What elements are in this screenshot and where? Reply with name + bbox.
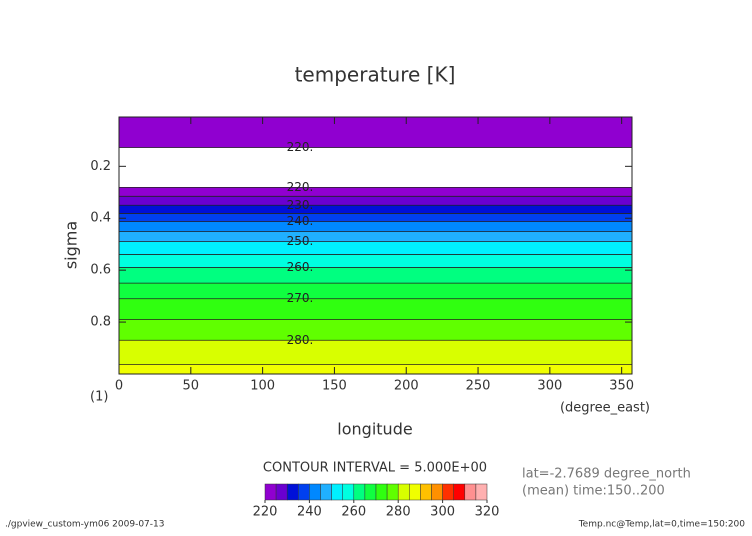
x-tick-label: 200 [394,379,419,394]
colorbar-cell [442,483,454,501]
x-axis-unit: (degree_east) [560,401,650,416]
y-tick-label: 0.8 [90,315,111,330]
colorbar-cell [286,483,299,501]
x-tick-label: 350 [609,379,634,394]
contour-band [119,267,632,284]
y-axis-label: sigma [62,221,81,269]
contour-label: 220. [287,140,314,154]
colorbar-cell [364,483,377,501]
contour-band [119,241,632,256]
footer-left: ./gpview_custom-ym06 2009-07-13 [5,520,165,530]
note: lat=-2.7689 degree_north [522,467,691,482]
colorbar-cell [409,483,421,501]
contour-band [119,221,632,233]
contour-label: 220. [287,180,314,194]
colorbar-tick-label: 320 [475,505,500,520]
colorbar-cell [475,483,488,501]
chart-title: temperature [K] [295,63,456,87]
contour-label: 250. [287,234,314,248]
contour-interval: CONTOUR INTERVAL = 5.000E+00 [263,461,487,476]
colorbar-cell [431,483,443,501]
contour-band [119,283,632,300]
contour-band [119,319,632,341]
contour-label: 260. [287,260,314,274]
colorbar-cell [331,483,343,501]
x-tick-label: 250 [466,379,491,394]
colorbar-cell [298,483,310,501]
colorbar-cell [375,483,388,501]
contour-fill [119,117,632,375]
contour-band [119,196,632,206]
colorbar-cell [309,483,321,501]
x-axis-label: longitude [337,420,412,439]
colorbar-cell [453,483,466,501]
colorbar-tick-label: 260 [341,505,366,520]
colorbar-cell [342,483,355,501]
x-tick-label: 300 [537,379,562,394]
plot-frame [118,116,633,375]
contour-band [119,340,632,365]
colorbar-cell [420,483,432,501]
contour-band [119,117,632,148]
contour-band [119,187,632,197]
x-tick-label: 50 [183,379,200,394]
contour-label: 270. [287,291,314,305]
y-tick-label: 0.2 [90,159,111,174]
colorbar-cell [264,483,277,501]
y-tick-label: 0.6 [90,263,111,278]
contour-band [119,298,632,320]
x-tick-label: 150 [322,379,347,394]
colorbar-tick-label: 280 [386,505,411,520]
note: (mean) time:150..200 [522,484,665,499]
colorbar-cell [275,483,288,501]
colorbar-tick-label: 300 [430,505,455,520]
contour-band [119,254,632,269]
colorbar-tick-label: 220 [253,505,278,520]
contour-band [119,364,632,375]
footer-right: Temp.nc@Temp,lat=0,time=150:200 [578,520,746,530]
contour-label: 240. [287,214,314,228]
contour-band [119,205,632,214]
colorbar-cell [397,483,410,501]
y-tick-label: 0.4 [90,211,111,226]
colorbar-cell [353,483,366,501]
x-tick-label: 0 [115,379,123,394]
colorbar-cell [386,483,399,501]
colorbar-cell [464,483,477,501]
colorbar-tick-label: 240 [297,505,322,520]
colorbar-cell [320,483,332,501]
figure-label: (1) [90,390,108,405]
contour-label: 280. [287,333,314,347]
x-tick-label: 100 [250,379,275,394]
contour-band [119,213,632,223]
contour-band [119,231,632,243]
contour-label: 230. [287,198,314,212]
